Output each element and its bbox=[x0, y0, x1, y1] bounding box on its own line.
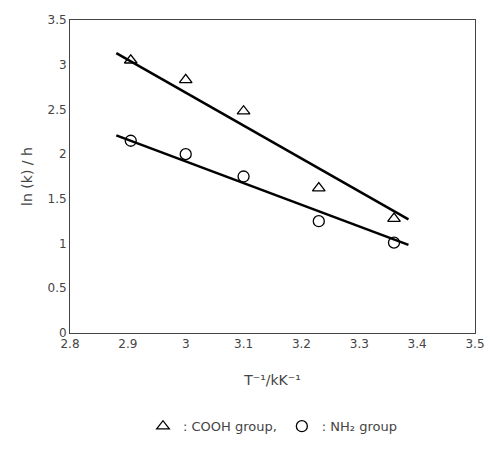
svg-text:2.8: 2.8 bbox=[60, 337, 79, 351]
svg-text:3: 3 bbox=[59, 58, 67, 72]
svg-text:3.3: 3.3 bbox=[350, 337, 369, 351]
svg-text:: NH₂ group: : NH₂ group bbox=[322, 419, 397, 434]
svg-text:1: 1 bbox=[59, 237, 67, 251]
svg-text:0.5: 0.5 bbox=[48, 281, 67, 295]
svg-text:2: 2 bbox=[59, 147, 67, 161]
svg-text:3.2: 3.2 bbox=[292, 337, 311, 351]
svg-text:2.9: 2.9 bbox=[118, 337, 137, 351]
svg-text:: COOH group,: : COOH group, bbox=[183, 419, 277, 434]
svg-text:3.5: 3.5 bbox=[48, 13, 67, 27]
svg-text:2.5: 2.5 bbox=[48, 103, 67, 117]
svg-text:3: 3 bbox=[182, 337, 190, 351]
svg-text:1.5: 1.5 bbox=[48, 192, 67, 206]
svg-text:3.4: 3.4 bbox=[408, 337, 427, 351]
svg-text:3.1: 3.1 bbox=[234, 337, 253, 351]
svg-text:T⁻¹/kK⁻¹: T⁻¹/kK⁻¹ bbox=[243, 372, 301, 388]
svg-text:0: 0 bbox=[59, 326, 67, 340]
svg-text:3.5: 3.5 bbox=[465, 337, 484, 351]
svg-text:ln (k) / h: ln (k) / h bbox=[19, 147, 35, 206]
